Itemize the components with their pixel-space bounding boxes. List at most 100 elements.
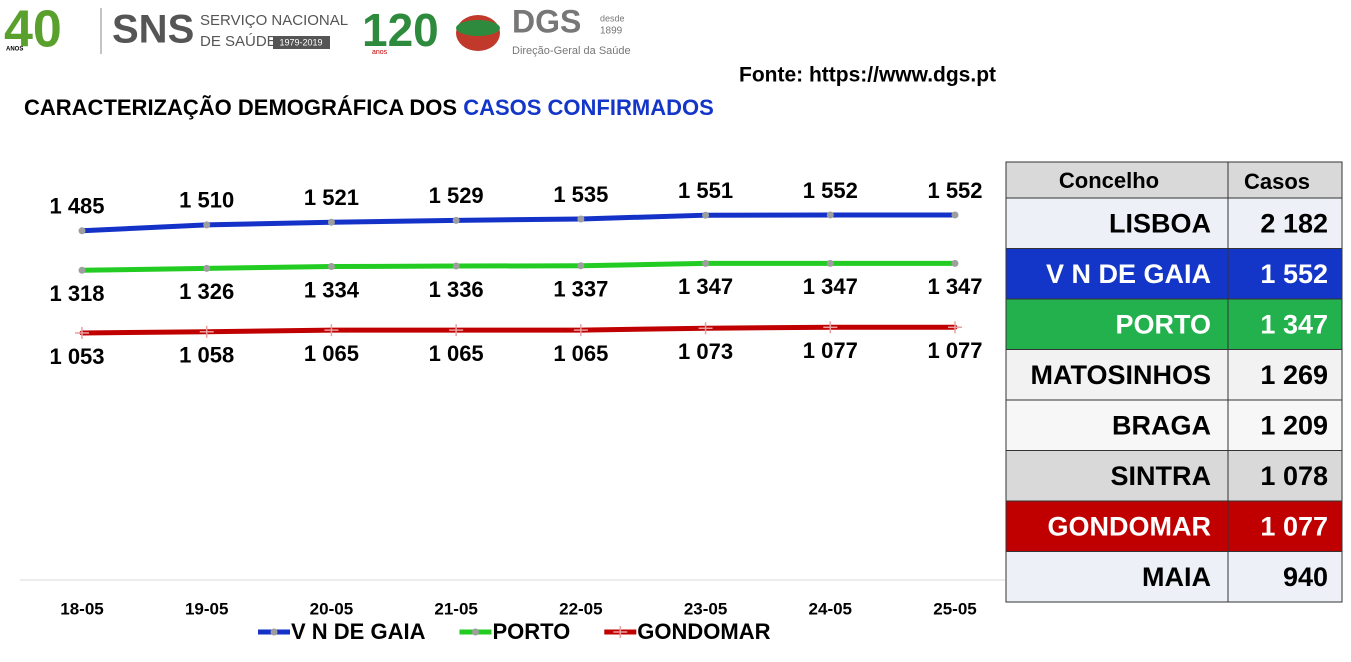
concelho: PORTO [1115, 309, 1211, 339]
x-tick-label: 25-05 [933, 599, 976, 618]
data-point [327, 218, 335, 226]
series-line [79, 324, 958, 336]
table-cell [1227, 399, 1343, 451]
data-label: 1 535 [553, 182, 608, 207]
data-label: 1 521 [304, 185, 359, 210]
table-cell [1005, 298, 1229, 350]
logo-40-sub: ANOS [6, 47, 23, 53]
dgs: DGS [512, 3, 581, 39]
data-label: 1 347 [803, 274, 858, 299]
data-point [702, 259, 710, 267]
table-cell [1005, 551, 1229, 603]
x-tick-label: 20-05 [310, 599, 353, 618]
heading-highlight: CASOS CONFIRMADOS [463, 95, 714, 120]
data-point [203, 264, 211, 272]
table-header-cell [1005, 161, 1229, 199]
sns-years: 1979-2019 [279, 37, 322, 47]
x-tick-label: 24-05 [809, 599, 852, 618]
data-label: 1 065 [429, 341, 484, 366]
data-label: 1 485 [49, 194, 104, 219]
table-header-cell [1227, 161, 1343, 199]
data-label: 1 318 [49, 281, 104, 306]
data-point [823, 321, 838, 334]
table-cell [1005, 450, 1229, 502]
legend-marker [613, 626, 628, 638]
x-tick-label: 21-05 [434, 599, 477, 618]
data-label: 1 347 [927, 274, 982, 299]
casos: 2 182 [1260, 208, 1328, 238]
table-header: Casos [1244, 169, 1310, 194]
casos: 1 552 [1260, 259, 1328, 289]
data-label: 1 073 [678, 339, 733, 364]
logo-120-sub: anos [372, 49, 388, 56]
legend-label: GONDOMAR [637, 619, 770, 644]
table-cell [1227, 500, 1343, 552]
data-label: 1 058 [179, 343, 234, 368]
sns: SNS [112, 8, 194, 52]
data-point [452, 262, 460, 270]
dgs-year: 1899 [600, 26, 623, 37]
data-point [78, 227, 86, 235]
table-cell [1227, 349, 1343, 401]
data-point [948, 321, 962, 334]
casos: 1 269 [1260, 360, 1328, 390]
table-cell [1227, 298, 1343, 350]
dgs-name: Direção-Geral da Saúde [512, 45, 631, 57]
concelho: MAIA [1142, 562, 1211, 592]
casos: 1 209 [1260, 410, 1328, 440]
data-label: 1 065 [553, 341, 608, 366]
heading: CARACTERIZAÇÃO DEMOGRÁFICA DOS CASOS CON… [24, 95, 714, 120]
data-label: 1 347 [678, 274, 733, 299]
data-label: 1 077 [803, 338, 858, 363]
data-label: 1 510 [179, 188, 234, 213]
legend-label: PORTO [492, 619, 570, 644]
data-point [702, 211, 710, 219]
data-point [327, 263, 335, 271]
table-cell [1005, 349, 1229, 401]
table-cell [1227, 551, 1343, 603]
data-label: 1 053 [49, 344, 104, 369]
x-tick-label: 22-05 [559, 599, 602, 618]
table-cell [1005, 197, 1229, 249]
x-tick-label: 18-05 [60, 599, 103, 618]
data-label: 1 552 [803, 178, 858, 203]
sns-line1: SERVIÇO NACIONAL [200, 12, 348, 29]
concelho: SINTRA [1111, 461, 1212, 491]
data-point [826, 211, 834, 219]
years-box [273, 36, 330, 49]
data-label: 1 077 [927, 338, 982, 363]
data-label: 1 552 [927, 178, 982, 203]
data-point [199, 325, 214, 338]
concelho: GONDOMAR [1048, 511, 1212, 541]
table-header: Concelho [1059, 168, 1159, 193]
dgs-since: desde [600, 13, 625, 23]
casos: 1 077 [1260, 511, 1328, 541]
source: Fonte: https://www.dgs.pt [739, 64, 996, 87]
casos: 940 [1283, 562, 1328, 592]
data-label: 1 336 [429, 277, 484, 302]
concelho: LISBOA [1109, 208, 1211, 238]
data-point [951, 211, 959, 219]
concelho: MATOSINHOS [1030, 360, 1211, 390]
table-cell [1005, 399, 1229, 451]
logo-40: 40 [4, 1, 62, 59]
data-label: 1 334 [304, 277, 360, 302]
x-tick-label: 19-05 [185, 599, 228, 618]
table-cell [1005, 500, 1229, 552]
data-point [577, 215, 585, 223]
legend-label: V N DE GAIA [291, 619, 426, 644]
data-point [78, 266, 86, 274]
data-point [324, 324, 339, 337]
heading-text: CARACTERIZAÇÃO DEMOGRÁFICA DOS [24, 95, 457, 120]
concelho: BRAGA [1112, 410, 1211, 440]
data-label: 1 337 [553, 277, 608, 302]
data-point [203, 221, 211, 229]
table-cell [1227, 248, 1343, 300]
data-label: 1 551 [678, 178, 733, 203]
data-point [577, 262, 585, 270]
x-tick-label: 23-05 [684, 599, 727, 618]
data-label: 1 529 [429, 183, 484, 208]
concelho: V N DE GAIA [1046, 259, 1211, 289]
logo-120: 120 [362, 4, 439, 56]
